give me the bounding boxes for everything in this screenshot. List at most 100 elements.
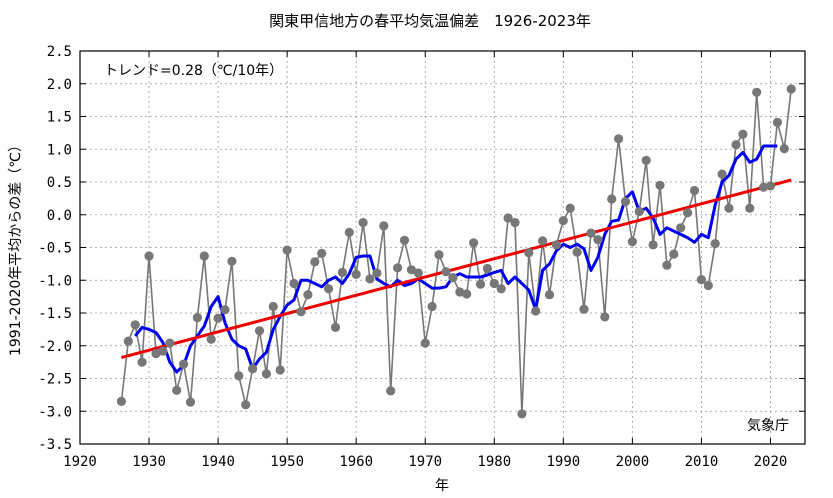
y-tick-label: -3.5 [38,437,72,453]
annual-point [469,238,479,248]
annual-point [669,249,679,259]
annual-point [213,313,223,323]
annual-point [206,334,216,344]
y-tick-label: 2.5 [47,44,72,60]
annual-point [413,268,423,278]
y-tick-label: 1.5 [47,110,72,126]
annual-point [600,312,610,322]
x-tick-label: 1990 [546,454,580,470]
plot-frame [79,50,806,445]
annual-point [724,203,734,213]
annual-point [503,213,513,223]
annual-point [165,338,175,348]
annual-point [427,301,437,312]
source-label: 気象庁 [747,418,789,434]
annual-point [759,182,769,192]
annual-point [130,320,140,330]
annual-point [330,322,341,332]
annual-point [779,144,789,154]
annual-point [144,251,154,261]
annual-point [462,289,472,299]
annual-point [676,223,686,233]
annual-point [399,235,410,245]
x-tick-label: 2010 [685,454,719,470]
annual-point [620,197,631,207]
x-tick-label: 1980 [477,454,511,470]
x-axis-label: 年 [435,478,449,494]
annual-point [324,284,334,294]
annual-point [752,87,762,97]
annual-point [185,397,196,407]
annual-point [386,386,396,396]
annual-point [772,117,783,127]
annual-point [662,260,672,270]
annual-point [696,275,707,285]
annual-point [607,194,617,204]
annual-point [572,247,582,257]
annual-point [192,313,202,323]
annual-point [275,365,285,375]
annual-point [524,248,534,258]
annual-point [344,227,354,237]
annual-point [289,278,299,289]
annual-point [586,228,596,238]
annual-point [441,267,451,277]
x-tick-label: 2020 [754,454,788,470]
annual-point [241,400,251,410]
annual-point [648,240,658,250]
annual-point [434,250,444,260]
y-tick-label: -2.5 [38,372,72,388]
annual-point [786,84,796,94]
annual-point [234,371,244,381]
annual-point [310,257,320,267]
y-tick-label: 1.0 [47,142,72,158]
annual-point [351,269,361,279]
annual-point [531,306,541,316]
annual-point [717,169,727,179]
annual-point [268,301,278,312]
y-tick-label: -2.0 [38,339,72,355]
annual-point [406,265,416,275]
y-axis-label: 1991-2020年平均からの差（℃） [8,138,24,356]
annual-point [393,263,403,273]
annual-point [199,251,209,261]
x-tick-label: 1920 [63,454,97,470]
y-tick-label: 0.0 [47,208,72,224]
annual-point [282,245,292,255]
annual-point [172,385,182,395]
annual-point [641,155,651,165]
y-tick-label: -1.5 [38,306,72,322]
annual-point [448,273,458,283]
annual-point [593,235,603,245]
annual-point [261,369,271,379]
annual-point [420,338,430,348]
annual-point [227,256,237,266]
annual-point [738,129,748,139]
x-tick-label: 1930 [132,454,166,470]
annual-point [489,278,499,289]
x-tick-label: 1940 [201,454,235,470]
annual-point [365,274,375,284]
annual-point [137,357,147,367]
annual-point [158,346,168,356]
annual-point [558,216,568,226]
annual-point [496,284,506,294]
y-tick-label: -1.0 [38,273,72,289]
annual-point [248,364,258,374]
annual-point [689,185,700,196]
annual-point [372,268,382,278]
annual-point [683,208,693,218]
y-tick-label: 2.0 [47,77,72,93]
trend-line [121,178,792,359]
annual-point [379,221,389,231]
annual-point [517,409,527,419]
annual-point [765,181,776,191]
annual-point [455,287,465,297]
annual-point [220,305,230,315]
annual-point [358,218,368,228]
chart-title: 関東甲信地方の春平均気温偏差 1926-2023年 [269,12,591,30]
annual-point [731,140,741,150]
y-axis: -3.5 -3.0 -2.5 -2.0 -1.5 -1.0 -0.5 0.0 0.5 1.0 1.5… [38,44,805,453]
annual-point [317,248,327,258]
trend-annotation: トレンド=0.28（℃/10年） [104,63,283,79]
